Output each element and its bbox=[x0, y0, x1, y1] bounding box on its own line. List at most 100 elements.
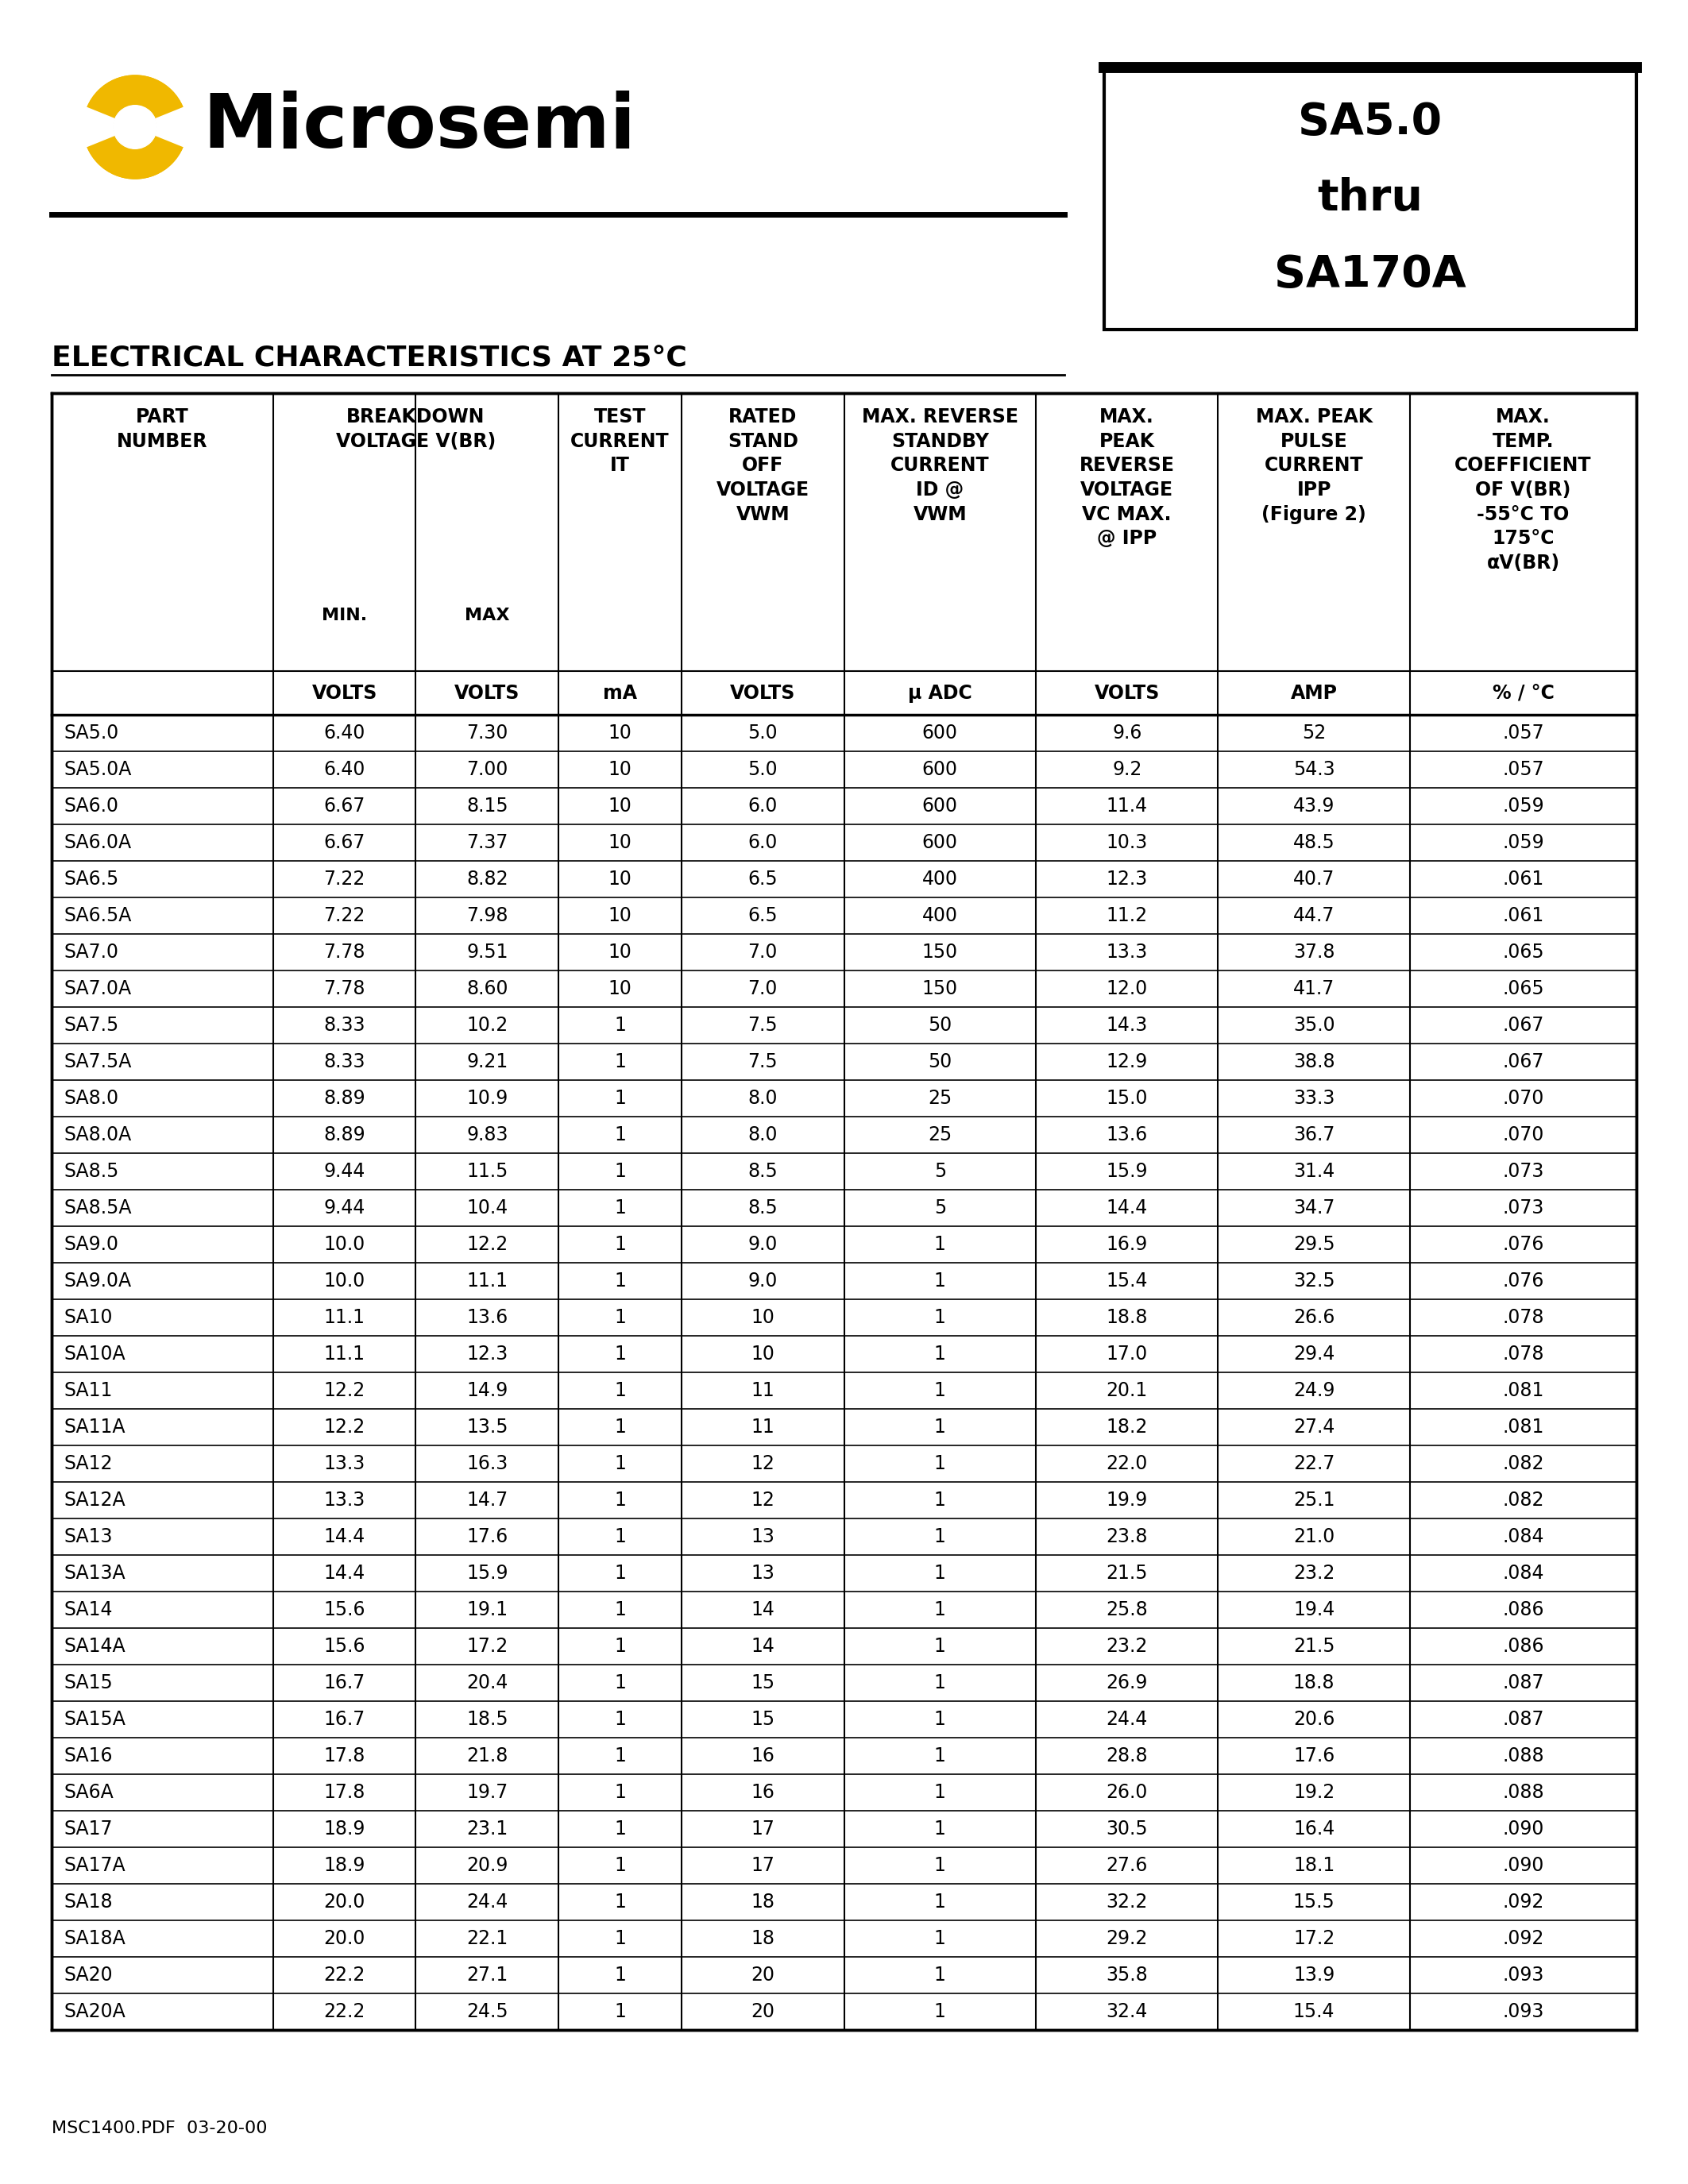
Text: MAX: MAX bbox=[464, 607, 510, 622]
Bar bbox=[52, 393, 1636, 2029]
Text: SA8.5A: SA8.5A bbox=[64, 1199, 132, 1216]
Text: 1: 1 bbox=[933, 1710, 945, 1730]
Text: MSC1400.PDF  03-20-00: MSC1400.PDF 03-20-00 bbox=[52, 2121, 267, 2136]
Text: 1: 1 bbox=[933, 1601, 945, 1618]
Text: 1: 1 bbox=[614, 1782, 626, 1802]
Text: 1: 1 bbox=[614, 1673, 626, 1693]
Text: 400: 400 bbox=[922, 869, 957, 889]
Text: SA6.5A: SA6.5A bbox=[64, 906, 132, 926]
Text: 27.1: 27.1 bbox=[466, 1966, 508, 1985]
Text: 11: 11 bbox=[751, 1417, 775, 1437]
Wedge shape bbox=[79, 107, 115, 149]
Text: 18.5: 18.5 bbox=[466, 1710, 508, 1730]
Text: 22.2: 22.2 bbox=[324, 2003, 365, 2020]
Text: 150: 150 bbox=[922, 978, 957, 998]
Text: 20.6: 20.6 bbox=[1293, 1710, 1335, 1730]
Text: 15.6: 15.6 bbox=[324, 1636, 365, 1655]
Text: 17.8: 17.8 bbox=[324, 1782, 365, 1802]
Text: 17.2: 17.2 bbox=[466, 1636, 508, 1655]
Text: VOLTS: VOLTS bbox=[454, 684, 520, 703]
Text: 12.3: 12.3 bbox=[466, 1345, 508, 1363]
Text: 10.2: 10.2 bbox=[466, 1016, 508, 1035]
Text: 25.1: 25.1 bbox=[1293, 1492, 1335, 1509]
Text: 7.78: 7.78 bbox=[324, 943, 365, 961]
Text: .076: .076 bbox=[1502, 1271, 1545, 1291]
Text: 44.7: 44.7 bbox=[1293, 906, 1335, 926]
Text: .092: .092 bbox=[1502, 1894, 1545, 1911]
Text: 6.5: 6.5 bbox=[748, 906, 778, 926]
Text: 13: 13 bbox=[751, 1527, 775, 1546]
Text: 20: 20 bbox=[751, 1966, 775, 1985]
Text: 14: 14 bbox=[751, 1636, 775, 1655]
Text: 1: 1 bbox=[933, 1380, 945, 1400]
Text: SA8.0A: SA8.0A bbox=[64, 1125, 132, 1144]
Text: 7.5: 7.5 bbox=[748, 1053, 778, 1072]
Text: 13.6: 13.6 bbox=[466, 1308, 508, 1328]
Text: .059: .059 bbox=[1502, 832, 1545, 852]
Text: 32.2: 32.2 bbox=[1106, 1894, 1148, 1911]
Text: 16.7: 16.7 bbox=[324, 1710, 365, 1730]
Wedge shape bbox=[84, 76, 186, 120]
Text: SA5.0: SA5.0 bbox=[64, 723, 118, 743]
Text: 7.22: 7.22 bbox=[324, 906, 365, 926]
Text: 35.0: 35.0 bbox=[1293, 1016, 1335, 1035]
Text: 8.82: 8.82 bbox=[466, 869, 508, 889]
Text: 12.2: 12.2 bbox=[324, 1417, 365, 1437]
Text: 17.8: 17.8 bbox=[324, 1747, 365, 1765]
Text: 31.4: 31.4 bbox=[1293, 1162, 1335, 1182]
Text: 7.78: 7.78 bbox=[324, 978, 365, 998]
Text: 1: 1 bbox=[933, 1782, 945, 1802]
Text: 20.1: 20.1 bbox=[1106, 1380, 1148, 1400]
Text: 1: 1 bbox=[614, 1455, 626, 1474]
Text: 1: 1 bbox=[614, 1053, 626, 1072]
Text: 14.7: 14.7 bbox=[466, 1492, 508, 1509]
Text: 18: 18 bbox=[751, 1928, 775, 1948]
Text: MAX. REVERSE
STANDBY
CURRENT
ID @
VWM: MAX. REVERSE STANDBY CURRENT ID @ VWM bbox=[863, 408, 1018, 524]
Text: 8.33: 8.33 bbox=[324, 1016, 365, 1035]
Text: 7.0: 7.0 bbox=[748, 978, 778, 998]
Text: 13: 13 bbox=[751, 1564, 775, 1583]
Bar bbox=[1104, 68, 1636, 330]
Text: 10: 10 bbox=[751, 1308, 775, 1328]
Text: 1: 1 bbox=[933, 2003, 945, 2020]
Text: 24.9: 24.9 bbox=[1293, 1380, 1335, 1400]
Text: .065: .065 bbox=[1502, 943, 1545, 961]
Text: 1: 1 bbox=[933, 1234, 945, 1254]
Text: 29.4: 29.4 bbox=[1293, 1345, 1335, 1363]
Text: 21.8: 21.8 bbox=[466, 1747, 508, 1765]
Text: 16: 16 bbox=[751, 1782, 775, 1802]
Text: 18: 18 bbox=[751, 1894, 775, 1911]
Text: .088: .088 bbox=[1502, 1747, 1545, 1765]
Text: .067: .067 bbox=[1502, 1016, 1545, 1035]
Text: 600: 600 bbox=[922, 832, 957, 852]
Text: 1: 1 bbox=[933, 1527, 945, 1546]
Text: .090: .090 bbox=[1502, 1819, 1545, 1839]
Text: 16.7: 16.7 bbox=[324, 1673, 365, 1693]
Text: 23.2: 23.2 bbox=[1293, 1564, 1335, 1583]
Text: .057: .057 bbox=[1502, 723, 1545, 743]
Text: 10: 10 bbox=[608, 723, 631, 743]
Text: SA6.0: SA6.0 bbox=[64, 797, 118, 815]
Text: 22.1: 22.1 bbox=[466, 1928, 508, 1948]
Text: 22.0: 22.0 bbox=[1106, 1455, 1148, 1474]
Text: 15.9: 15.9 bbox=[466, 1564, 508, 1583]
Text: 8.60: 8.60 bbox=[466, 978, 508, 998]
Wedge shape bbox=[84, 133, 186, 179]
Text: 1: 1 bbox=[933, 1819, 945, 1839]
Text: 1: 1 bbox=[614, 1125, 626, 1144]
Text: 32.5: 32.5 bbox=[1293, 1271, 1335, 1291]
Text: 1: 1 bbox=[614, 1894, 626, 1911]
Text: 1: 1 bbox=[614, 1928, 626, 1948]
Text: 10: 10 bbox=[608, 832, 631, 852]
Text: 15.5: 15.5 bbox=[1293, 1894, 1335, 1911]
Text: 10.0: 10.0 bbox=[324, 1234, 365, 1254]
Text: 15: 15 bbox=[751, 1673, 775, 1693]
Text: .070: .070 bbox=[1502, 1125, 1545, 1144]
Text: .078: .078 bbox=[1502, 1345, 1545, 1363]
Text: 1: 1 bbox=[933, 1492, 945, 1509]
Text: 10: 10 bbox=[608, 797, 631, 815]
Text: 25.8: 25.8 bbox=[1106, 1601, 1148, 1618]
Text: 25: 25 bbox=[928, 1125, 952, 1144]
Text: 34.7: 34.7 bbox=[1293, 1199, 1335, 1216]
Text: 9.83: 9.83 bbox=[466, 1125, 508, 1144]
